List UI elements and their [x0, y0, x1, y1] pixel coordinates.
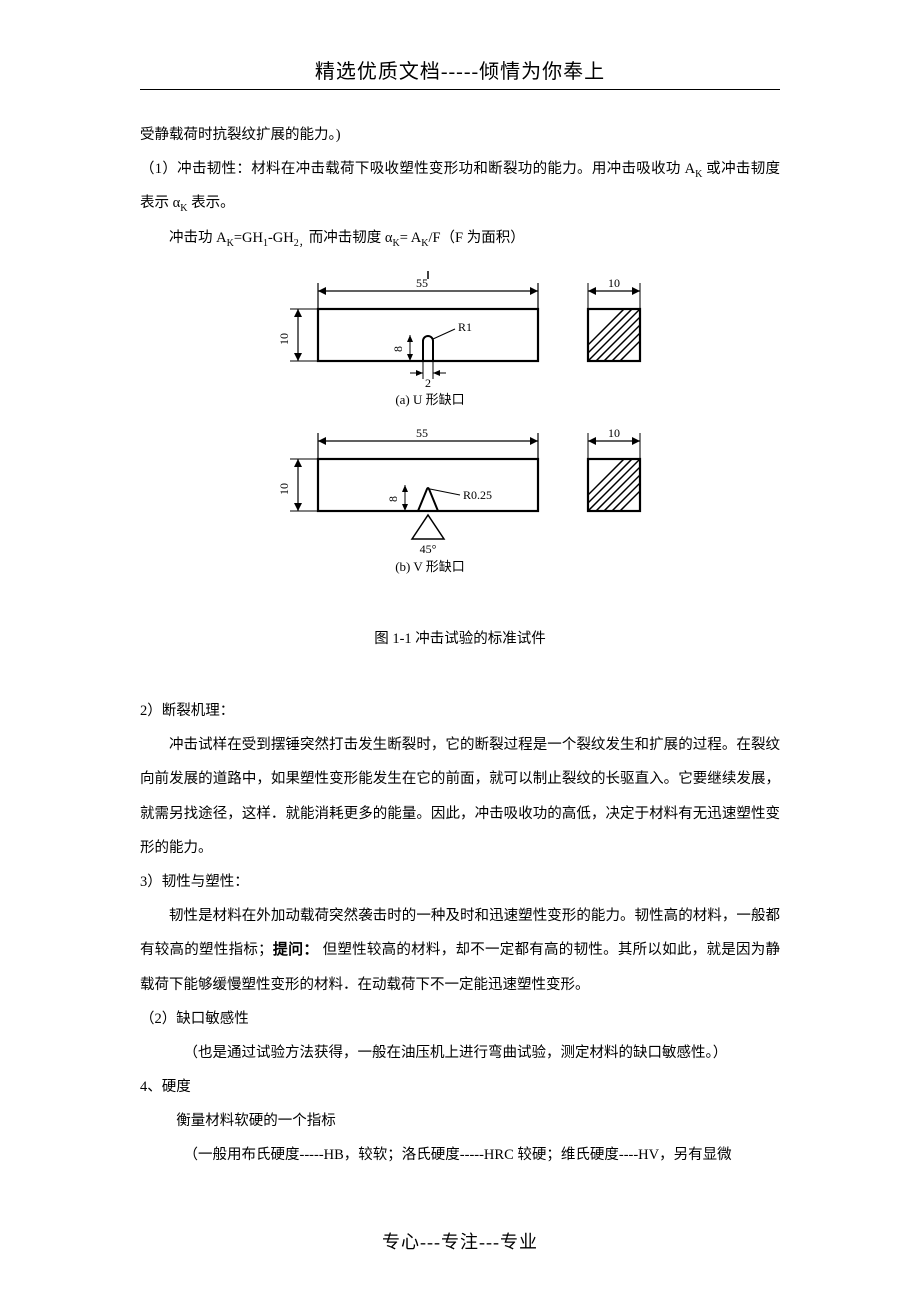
footer-text: 专心---专注---专业: [382, 1232, 538, 1252]
caption-b: (b) V 形缺口: [395, 559, 465, 574]
paragraph-5: 冲击试样在受到摆锤突然打击发生断裂时，它的断裂过程是一个裂纹发生和扩展的过程。在…: [140, 728, 780, 864]
r1-label: R1: [458, 320, 472, 334]
p3-c: -GH: [268, 230, 294, 246]
dim-8-b: 8: [386, 496, 400, 502]
paragraph-1: 受静载荷时抗裂纹扩展的能力。): [140, 118, 780, 152]
figure-caption: 图 1-1 冲击试验的标准试件: [140, 622, 780, 656]
p3-a: 冲击功 A: [169, 230, 227, 246]
p7-question-label: 提问：: [273, 942, 319, 958]
dim-10-top-b: 10: [608, 426, 620, 440]
paragraph-12: （一般用布氏硬度-----HB，较软；洛氏硬度-----HRC 较硬；维氏硬度-…: [140, 1138, 780, 1172]
dim-10-left-b: 10: [277, 483, 291, 495]
p3-d: 而冲击韧度 α: [309, 230, 393, 246]
dim-55-b: 55: [416, 426, 428, 440]
p3-b: =GH: [234, 230, 263, 246]
p3-s4: K: [392, 238, 399, 249]
paragraph-8: （2）缺口敏感性: [140, 1002, 780, 1036]
figure-block: 55 8 R1: [140, 269, 780, 612]
body-content: 受静载荷时抗裂纹扩展的能力。) （1）冲击韧性：材料在冲击载荷下吸收塑性变形功和…: [140, 118, 780, 1172]
heading-toughness-plasticity: 3）韧性与塑性：: [140, 865, 780, 899]
paragraph-2: （1）冲击韧性：材料在冲击载荷下吸收塑性变形功和断裂功的能力。用冲击吸收功 AK…: [140, 152, 780, 221]
dim-10-left-a: 10: [277, 333, 291, 345]
p3-s1: K: [227, 238, 234, 249]
angle-45: 45°: [420, 542, 437, 556]
dim-2: 2: [425, 376, 431, 390]
v-notch-diagram: 55 8 R0.25: [277, 426, 670, 574]
p3-e: = A: [400, 230, 421, 246]
p2-text-c: 表示。: [187, 195, 234, 211]
p3-s3: 2，: [294, 238, 309, 249]
dim-55-a: 55: [416, 276, 428, 290]
page-footer: 专心---专注---专业: [0, 1228, 920, 1254]
page-header: 精选优质文档-----倾情为你奉上: [140, 55, 780, 84]
paragraph-11: 衡量材料软硬的一个指标: [140, 1104, 780, 1138]
header-rule: [140, 89, 780, 90]
paragraph-7: 韧性是材料在外加动载荷突然袭击时的一种及时和迅速塑性变形的能力。韧性高的材料，一…: [140, 899, 780, 1002]
heading-hardness: 4、硬度: [140, 1070, 780, 1104]
caption-a: (a) U 形缺口: [395, 392, 464, 407]
impact-specimen-diagram: 55 8 R1: [250, 269, 670, 599]
dim-10-top-a: 10: [608, 276, 620, 290]
heading-fracture-mechanism: 2）断裂机理：: [140, 694, 780, 728]
u-notch-diagram: 55 8 R1: [277, 271, 670, 407]
r025-label: R0.25: [463, 488, 492, 502]
p2-text-a: （1）冲击韧性：材料在冲击载荷下吸收塑性变形功和断裂功的能力。用冲击吸收功 A: [140, 161, 695, 177]
paragraph-9: （也是通过试验方法获得，一般在油压机上进行弯曲试验，测定材料的缺口敏感性。）: [140, 1036, 780, 1070]
p3-f: /F（F 为面积）: [428, 230, 524, 246]
paragraph-3-formula: 冲击功 AK=GH1-GH2，而冲击韧度 αK= AK/F（F 为面积）: [140, 221, 780, 255]
dim-8-a: 8: [391, 346, 405, 352]
